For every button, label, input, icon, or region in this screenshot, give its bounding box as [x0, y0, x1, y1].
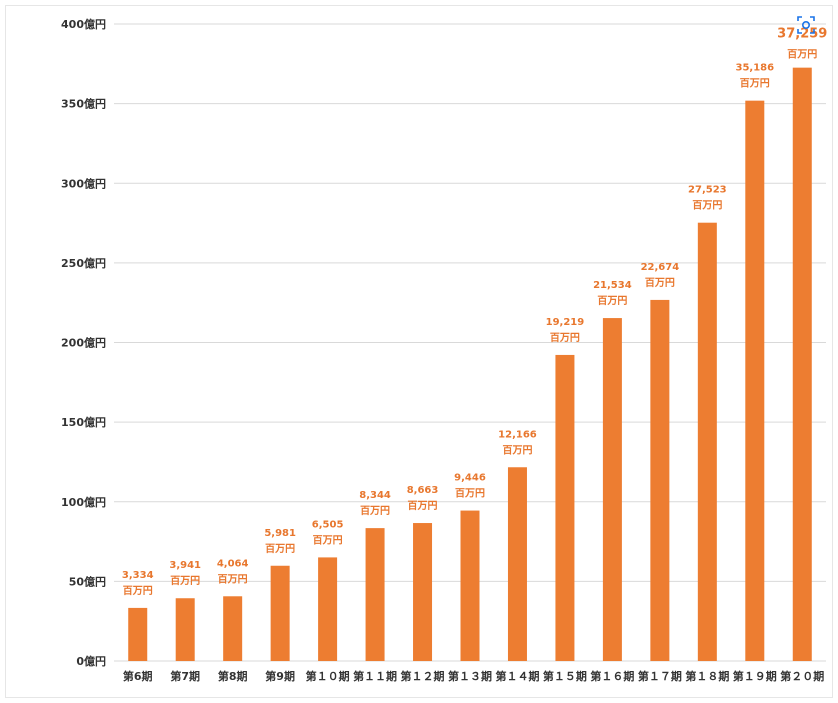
data-label-unit: 百万円: [597, 295, 627, 307]
data-label: 3,334: [122, 570, 154, 581]
x-tick-label: 第１３期: [448, 669, 492, 683]
data-label: 12,166: [498, 429, 537, 440]
bar: [650, 299, 670, 661]
data-label: 9,446: [454, 473, 486, 484]
bar: [460, 510, 480, 661]
x-tick-label: 第１６期: [590, 669, 634, 683]
lens-icon[interactable]: [797, 16, 815, 34]
bar: [697, 222, 717, 661]
data-label: 21,534: [593, 280, 632, 291]
data-label: 35,186: [736, 63, 775, 74]
data-label-unit: 百万円: [787, 49, 817, 61]
x-tick-label: 第１２期: [401, 669, 445, 683]
data-label: 4,064: [217, 558, 249, 569]
data-label-unit: 百万円: [550, 332, 580, 344]
y-tick-label: 300億円: [61, 176, 106, 190]
x-tick-label: 第２０期: [780, 669, 824, 683]
bar: [602, 318, 622, 661]
x-tick-label: 第１５期: [543, 669, 587, 683]
data-label-unit: 百万円: [265, 543, 295, 555]
bar: [413, 523, 433, 661]
x-tick-label: 第１１期: [353, 669, 397, 683]
bar: [318, 557, 338, 661]
data-label-unit: 百万円: [455, 488, 485, 500]
data-label: 19,219: [546, 317, 585, 328]
data-label-unit: 百万円: [218, 573, 248, 585]
data-label: 5,981: [264, 528, 296, 539]
bar: [365, 528, 385, 661]
x-tick-label: 第7期: [170, 669, 200, 683]
chart-frame: [5, 5, 833, 698]
data-label: 22,674: [641, 262, 680, 273]
bar: [128, 607, 148, 661]
y-tick-label: 200億円: [61, 336, 106, 350]
bar: [507, 467, 527, 661]
data-label-unit: 百万円: [408, 500, 438, 512]
x-tick-label: 第8期: [218, 669, 248, 683]
bar: [223, 596, 243, 661]
data-label: 8,663: [407, 485, 439, 496]
data-label-unit: 百万円: [740, 78, 770, 90]
y-tick-label: 400億円: [61, 17, 106, 31]
data-label: 37,259: [777, 27, 827, 42]
x-tick-label: 第１０期: [306, 669, 350, 683]
data-label: 6,505: [312, 519, 344, 530]
y-tick-label: 0億円: [76, 654, 106, 668]
y-tick-label: 100億円: [61, 495, 106, 509]
data-label: 3,941: [169, 560, 201, 571]
bar: [555, 354, 575, 661]
x-tick-label: 第１４期: [495, 669, 539, 683]
data-label-unit: 百万円: [360, 505, 390, 517]
x-tick-label: 第6期: [123, 669, 153, 683]
data-label: 8,344: [359, 490, 391, 501]
data-label-unit: 百万円: [313, 534, 343, 546]
y-tick-label: 350億円: [61, 97, 106, 111]
x-tick-label: 第１８期: [685, 669, 729, 683]
y-tick-label: 50億円: [69, 574, 106, 588]
x-tick-label: 第１９期: [733, 669, 777, 683]
x-tick-label: 第9期: [265, 669, 295, 683]
bar: [745, 100, 765, 661]
bar: [175, 598, 195, 661]
bar: [792, 67, 812, 661]
data-label-unit: 百万円: [502, 444, 532, 456]
x-tick-label: 第１７期: [638, 669, 682, 683]
data-label-unit: 百万円: [123, 585, 153, 597]
data-label-unit: 百万円: [645, 277, 675, 289]
data-label-unit: 百万円: [170, 575, 200, 587]
data-label-unit: 百万円: [692, 200, 722, 212]
data-label: 27,523: [688, 185, 727, 196]
y-tick-label: 250億円: [61, 256, 106, 270]
y-tick-label: 150億円: [61, 415, 106, 429]
bar: [270, 565, 290, 661]
